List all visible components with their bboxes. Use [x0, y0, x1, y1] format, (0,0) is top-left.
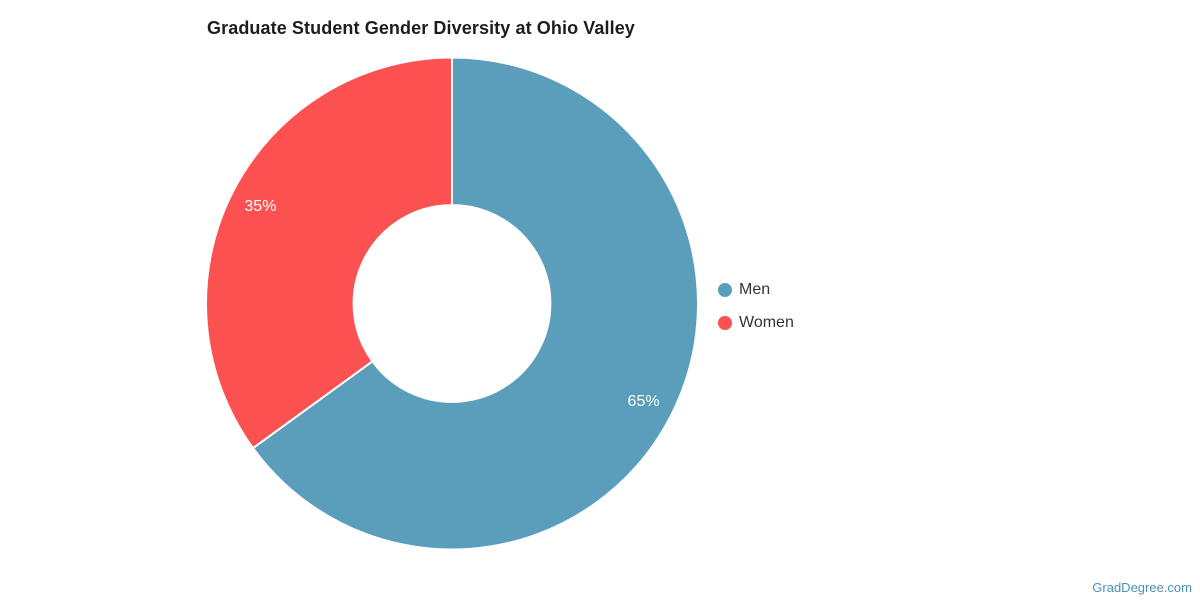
legend-label-women: Women: [739, 314, 794, 331]
slice-label-men: 65%: [628, 393, 660, 410]
legend-swatch-men-icon: [718, 283, 732, 297]
legend-item-men[interactable]: Men: [718, 280, 794, 300]
watermark-link[interactable]: GradDegree.com: [1092, 580, 1192, 595]
legend-label-men: Men: [739, 281, 771, 298]
legend-item-women[interactable]: Women: [718, 313, 794, 333]
slice-label-women: 35%: [244, 198, 276, 215]
legend-swatch-women-icon: [718, 316, 732, 330]
legend: Men Women: [718, 280, 794, 333]
donut-slice-women[interactable]: [205, 56, 453, 450]
chart-title: Graduate Student Gender Diversity at Ohi…: [207, 18, 635, 38]
donut-slice-men[interactable]: [251, 56, 699, 551]
